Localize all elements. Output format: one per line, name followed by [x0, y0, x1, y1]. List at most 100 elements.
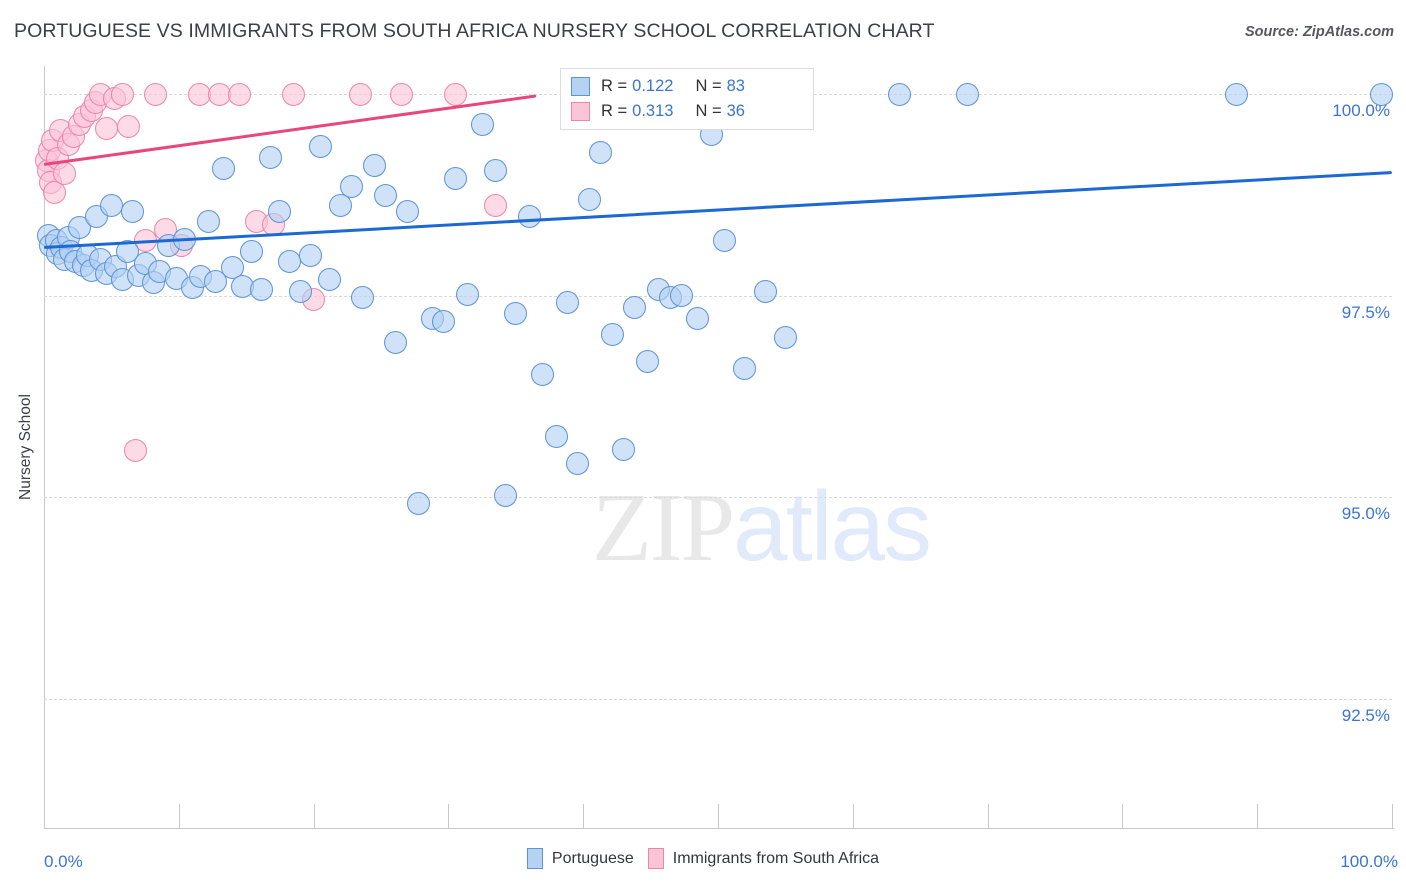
legend-label-portuguese: Portuguese — [551, 849, 634, 867]
scatter-point — [48, 119, 72, 142]
stats-r-value-blue: 0.122 — [632, 77, 674, 95]
scatter-point — [124, 439, 148, 463]
correlation-stats-legend: R = 0.122 N = 83 R = 0.313 N = 36 — [560, 68, 814, 130]
scatter-point — [37, 139, 61, 163]
stats-swatch-blue — [571, 77, 590, 96]
scatter-point — [52, 248, 76, 272]
scatter-point — [362, 153, 386, 177]
page-title: PORTUGUESE VS IMMIGRANTS FROM SOUTH AFRI… — [14, 20, 935, 42]
scatter-point — [566, 452, 590, 476]
scatter-point — [484, 193, 508, 217]
zipatlas-watermark: ZIPatlas — [592, 470, 932, 584]
scatter-point — [40, 129, 64, 153]
scatter-point — [230, 274, 254, 298]
scatter-point — [85, 205, 109, 229]
trendline-blue — [43, 170, 1393, 250]
scatter-point — [117, 114, 141, 138]
scatter-point — [339, 175, 363, 199]
scatter-point — [470, 113, 494, 137]
scatter-point — [102, 86, 126, 110]
scatter-point — [258, 145, 282, 169]
x-axis-tick — [987, 804, 989, 828]
scatter-point — [211, 156, 235, 180]
y-axis-line — [44, 66, 45, 828]
scatter-point — [36, 223, 60, 247]
scatter-point — [221, 256, 245, 280]
legend-swatch-portuguese — [526, 848, 543, 869]
scatter-point — [384, 331, 408, 355]
scatter-point — [103, 255, 127, 279]
scatter-point — [164, 266, 188, 290]
gridline-92-5 — [44, 698, 1392, 700]
legend-item-immigrants-south-africa[interactable]: Immigrants from South Africa — [647, 848, 879, 869]
scatter-point — [753, 280, 777, 304]
x-axis-tick — [313, 804, 315, 828]
scatter-point — [659, 285, 683, 309]
x-axis-tick — [718, 804, 719, 828]
stats-r-value-pink: 0.313 — [632, 102, 674, 120]
scatter-point — [56, 132, 80, 156]
scatter-point — [35, 148, 59, 172]
stats-n-value-pink: 36 — [726, 102, 745, 120]
scatter-point — [39, 171, 63, 195]
scatter-point — [94, 261, 118, 285]
scatter-point — [733, 356, 757, 380]
scatter-point — [43, 181, 67, 205]
x-axis-tick — [852, 804, 854, 828]
scatter-point — [52, 161, 76, 185]
scatter-point — [94, 116, 118, 140]
stats-n-value-blue: 83 — [726, 77, 745, 95]
gridline-97-5 — [44, 295, 1392, 297]
scatter-point — [612, 437, 636, 461]
plot-area: ZIPatlas 100.0% 97.5% 95.0% 92.5% — [35, 66, 1393, 828]
scatter-point — [188, 264, 212, 288]
scatter-point — [133, 252, 157, 276]
scatter-point — [517, 205, 541, 229]
stats-n-label-blue: N = — [695, 77, 722, 95]
x-axis-max-label: 100.0% — [1340, 852, 1398, 871]
trendline-pink — [43, 94, 537, 167]
legend-item-portuguese[interactable]: Portuguese — [526, 848, 634, 869]
scatter-point — [72, 105, 96, 129]
scatter-point — [455, 282, 479, 306]
scatter-point — [240, 239, 264, 263]
scatter-point — [350, 285, 374, 309]
watermark-zip: ZIP — [592, 474, 735, 582]
scatter-point — [396, 199, 420, 223]
scatter-point — [329, 193, 353, 217]
scatter-point — [121, 199, 145, 223]
scatter-point — [89, 248, 113, 272]
y-axis-tick-label: 95.0% — [1341, 504, 1390, 524]
scatter-point — [79, 258, 103, 282]
legend-swatch-immigrants-south-africa — [647, 848, 664, 869]
scatter-point — [647, 277, 671, 301]
scatter-point — [544, 425, 568, 449]
scatter-point — [63, 250, 87, 274]
scatter-point — [420, 306, 444, 330]
y-axis-title-label: Nursery School — [17, 394, 34, 500]
scatter-point — [318, 268, 342, 292]
stats-row-immigrants: R = 0.313 N = 36 — [571, 99, 803, 124]
scatter-point — [531, 363, 555, 387]
stats-r-label-blue: R = — [601, 77, 628, 95]
x-axis-line — [44, 828, 1394, 829]
y-axis-title: Nursery School — [6, 66, 36, 828]
scatter-point — [504, 302, 528, 326]
scatter-point — [79, 98, 103, 122]
scatter-point — [62, 124, 86, 148]
scatter-point — [601, 323, 625, 346]
scatter-point — [141, 271, 165, 295]
scatter-point — [407, 492, 431, 516]
scatter-point — [302, 288, 326, 312]
scatter-point — [71, 253, 95, 277]
scatter-point — [773, 326, 797, 350]
scatter-point — [686, 306, 710, 330]
scatter-point — [153, 218, 177, 242]
x-axis-tick — [178, 804, 180, 828]
stats-n-label-pink: N = — [695, 102, 722, 120]
scatter-point — [373, 183, 397, 207]
gridline-95 — [44, 497, 1392, 499]
scatter-point — [713, 229, 737, 253]
scatter-point — [45, 147, 69, 171]
